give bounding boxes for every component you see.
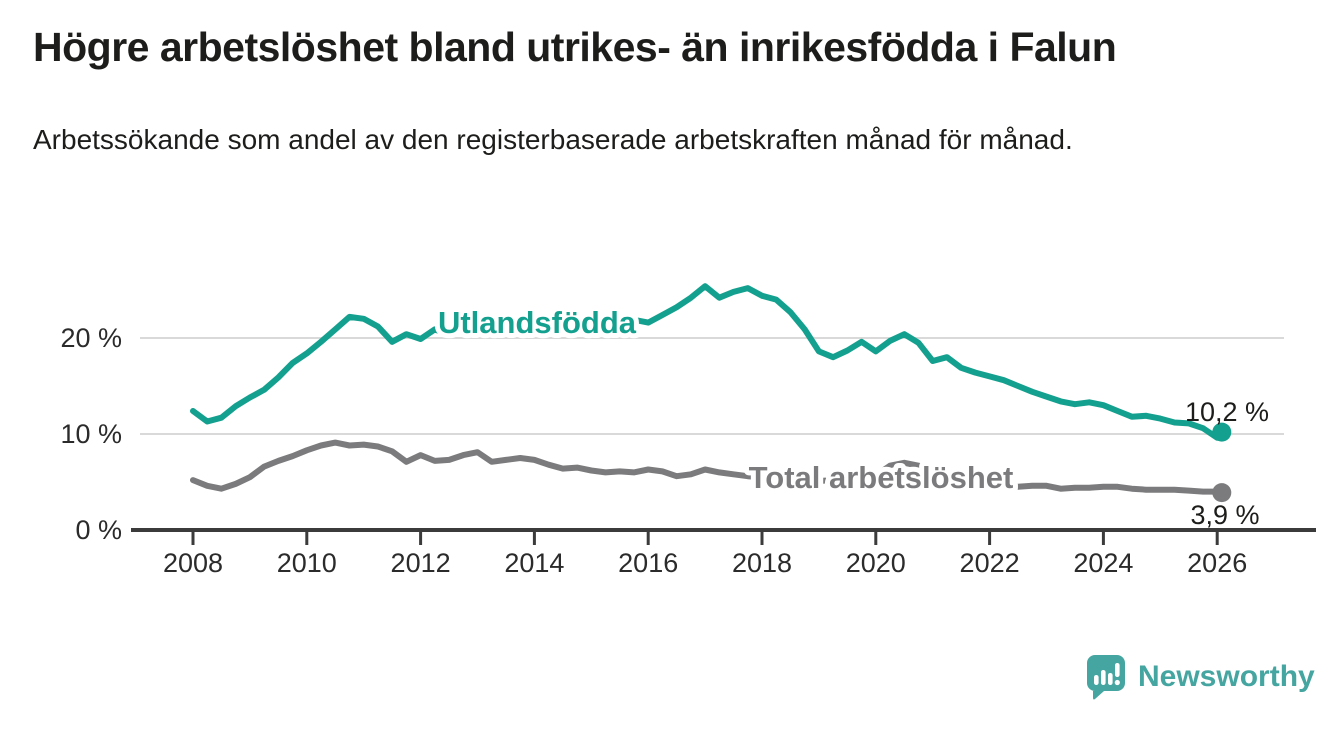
speech-bubble-shape (1087, 655, 1125, 700)
newsworthy-logo: Newsworthy (1086, 654, 1315, 700)
x-tick-label-2018: 2018 (732, 548, 792, 578)
x-tick-label-2008: 2008 (163, 548, 223, 578)
series-line-total (190, 439, 1225, 496)
end-value-label-utlandsfodda: 10,2 % (1185, 397, 1269, 427)
x-tick-label-2016: 2016 (618, 548, 678, 578)
end-value-label-total: 3,9 % (1190, 500, 1259, 530)
y-tick-label-10: 10 % (60, 419, 122, 449)
page-subtitle: Arbetssökande som andel av den registerb… (33, 124, 1073, 155)
x-tick-label-2014: 2014 (504, 548, 564, 578)
series-end-dot-utlandsfodda (1212, 422, 1232, 442)
page-title: Högre arbetslöshet bland utrikes- än inr… (33, 24, 1117, 70)
x-tick-label-2022: 2022 (960, 548, 1020, 578)
y-tick-label-0: 0 % (75, 515, 122, 545)
logo-wordmark: Newsworthy (1138, 660, 1315, 693)
series-label-total: Total arbetslöshet (749, 460, 1014, 495)
x-tick-label-2020: 2020 (846, 548, 906, 578)
x-tick-label-2010: 2010 (277, 548, 337, 578)
series-label-utlandsfodda: Utlandsfödda (438, 305, 637, 340)
y-tick-label-20: 20 % (60, 323, 122, 353)
series-end-dot-total (1212, 483, 1232, 503)
series-line-utlandsfodda (190, 283, 1225, 441)
bar-chart-glyph (1094, 663, 1120, 686)
x-tick-label-2024: 2024 (1073, 548, 1133, 578)
x-tick-label-2026: 2026 (1187, 548, 1247, 578)
speech-bubble-bar-chart-icon (1087, 655, 1125, 700)
x-tick-label-2012: 2012 (391, 548, 451, 578)
